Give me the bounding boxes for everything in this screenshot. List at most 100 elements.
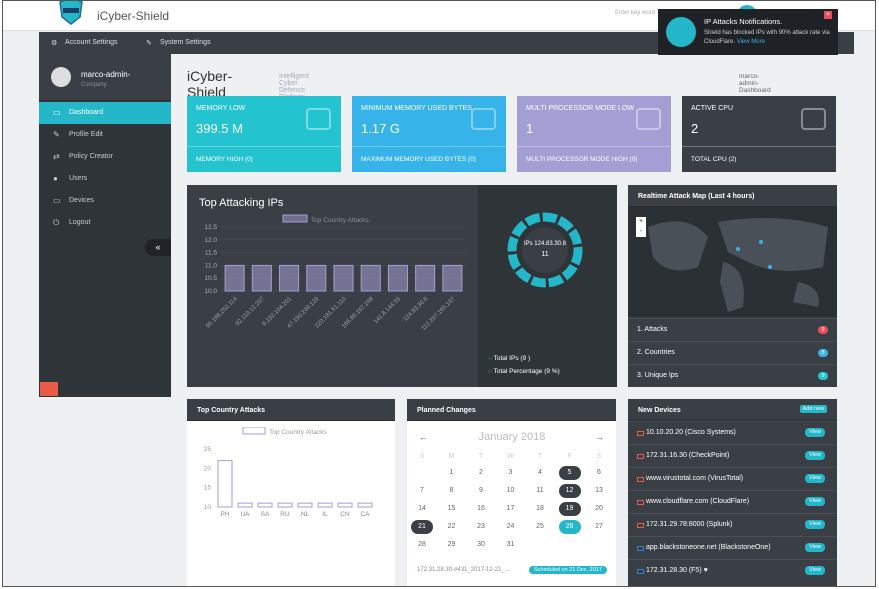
bar[interactable] bbox=[217, 460, 233, 508]
breadcrumb-page[interactable]: Dashboard bbox=[739, 87, 771, 94]
calendar-day[interactable]: 23 bbox=[477, 523, 485, 530]
calendar-day[interactable]: 9 bbox=[479, 487, 483, 494]
bar[interactable] bbox=[297, 502, 313, 508]
calendar-day[interactable]: 27 bbox=[595, 523, 603, 530]
calendar-day[interactable]: 13 bbox=[595, 487, 603, 494]
map-zoom-controls[interactable]: + - bbox=[636, 217, 646, 237]
view-device-button[interactable]: View bbox=[805, 428, 825, 437]
bar[interactable] bbox=[357, 502, 373, 508]
device-row[interactable]: 10.10.20.20 (Cisco Systems) View bbox=[628, 421, 837, 444]
view-device-button[interactable]: View bbox=[805, 520, 825, 529]
calendar-month: January 2018 bbox=[478, 431, 546, 443]
calendar-day[interactable]: 12 bbox=[558, 484, 581, 498]
calendar-day[interactable]: 6 bbox=[597, 469, 601, 476]
stat-card[interactable]: ACTIVE CPU 2 TOTAL CPU (2) bbox=[682, 96, 836, 172]
view-device-button[interactable]: View bbox=[805, 451, 825, 460]
calendar-day[interactable]: 30 bbox=[477, 541, 485, 548]
bar[interactable] bbox=[333, 264, 354, 292]
calendar-day[interactable]: 15 bbox=[447, 505, 456, 512]
breadcrumb-user[interactable]: marco-admin- bbox=[739, 73, 760, 87]
calendar-day[interactable]: 2 bbox=[479, 469, 483, 476]
calendar-day[interactable]: 25 bbox=[536, 523, 544, 530]
bar[interactable] bbox=[224, 264, 245, 292]
sidebar-item-devices[interactable]: ▭ Devices bbox=[39, 190, 171, 212]
map-stat-row[interactable]: 3. Unique Ips 9 bbox=[628, 364, 837, 387]
bar[interactable] bbox=[279, 264, 300, 292]
calendar-day[interactable]: 19 bbox=[558, 502, 581, 516]
calendar-day[interactable]: 3 bbox=[508, 469, 513, 476]
device-row[interactable]: 172.31.28.30 (F5) ♥ View bbox=[628, 559, 837, 582]
zoom-out-button[interactable]: - bbox=[639, 228, 643, 235]
world-map[interactable] bbox=[628, 207, 837, 317]
calendar-day[interactable]: 26 bbox=[558, 520, 581, 534]
brand-name[interactable]: iCyber-Shield bbox=[97, 9, 170, 23]
bar[interactable] bbox=[277, 502, 293, 508]
device-row[interactable]: www.virustotal.com (VirusTotal) View bbox=[628, 467, 837, 490]
calendar-day[interactable]: 5 bbox=[558, 466, 581, 480]
system-settings-link[interactable]: System Settings bbox=[160, 39, 211, 46]
calendar-day[interactable]: 22 bbox=[447, 523, 456, 530]
calendar-day[interactable]: 29 bbox=[447, 541, 456, 548]
monitor-icon bbox=[637, 569, 644, 574]
sidebar-item-logout[interactable]: ⏻ Logout bbox=[39, 212, 171, 234]
prev-month-button[interactable]: ← bbox=[419, 432, 428, 442]
planned-changes-panel: Planned Changes ← January 2018 → S M T W T F S… bbox=[407, 399, 616, 586]
calendar-day[interactable]: 18 bbox=[536, 505, 544, 512]
bar[interactable] bbox=[237, 502, 253, 508]
bar[interactable] bbox=[251, 264, 272, 292]
calendar-day[interactable]: 11 bbox=[536, 487, 544, 494]
map-stat-row[interactable]: 2. Countries 8 bbox=[628, 341, 837, 364]
search-input[interactable]: Enter key word bbox=[615, 10, 656, 16]
bar[interactable] bbox=[360, 264, 381, 292]
close-icon[interactable]: × bbox=[824, 11, 832, 19]
bar[interactable] bbox=[317, 502, 333, 508]
map-stat-row[interactable]: 1. Attacks 9 bbox=[628, 318, 837, 341]
view-more-link[interactable]: View More bbox=[736, 39, 765, 45]
account-settings-link[interactable]: Account Settings bbox=[65, 39, 118, 46]
sidebar-item-profile-edit[interactable]: ✎ Profile Edit bbox=[39, 124, 171, 146]
card-footer: TOTAL CPU (2) bbox=[682, 146, 836, 172]
calendar-day[interactable]: 7 bbox=[420, 487, 424, 494]
calendar-day[interactable]: 24 bbox=[506, 523, 515, 530]
bar[interactable] bbox=[257, 502, 273, 508]
calendar-day[interactable]: 10 bbox=[506, 487, 515, 494]
calendar-day[interactable]: 20 bbox=[595, 505, 603, 512]
calendar-day[interactable]: 28 bbox=[418, 541, 426, 548]
calendar-day[interactable]: 8 bbox=[449, 487, 454, 494]
calendar-day[interactable]: 16 bbox=[477, 505, 485, 512]
calendar-day[interactable]: 1 bbox=[449, 469, 454, 476]
bar[interactable] bbox=[306, 264, 327, 292]
bar[interactable] bbox=[442, 264, 463, 292]
view-device-button[interactable]: View bbox=[805, 543, 825, 552]
bar[interactable] bbox=[387, 264, 408, 292]
device-row[interactable]: 172.31.16.30 (CheckPoint) View bbox=[628, 444, 837, 467]
calendar-day[interactable]: 21 bbox=[411, 520, 433, 534]
calendar-day[interactable]: 4 bbox=[538, 469, 542, 476]
zoom-in-button[interactable]: + bbox=[638, 218, 644, 225]
device-row[interactable]: app.blackstoneone.net (BlackstoneOne) Vie… bbox=[628, 536, 837, 559]
collapse-sidebar-button[interactable]: « bbox=[145, 239, 171, 256]
device-row[interactable]: 172.31.29.78:8000 (Splunk) View bbox=[628, 513, 837, 536]
planned-change-text[interactable]: 172.31.28.30-#431_2017-12-21_... bbox=[417, 567, 510, 573]
add-device-button[interactable]: Add new bbox=[799, 405, 827, 413]
device-row[interactable]: www.cloudflare.com (CloudFlare) View bbox=[628, 490, 837, 513]
bar[interactable] bbox=[415, 264, 436, 292]
calendar-day[interactable]: 31 bbox=[506, 541, 515, 548]
avatar[interactable] bbox=[51, 67, 71, 87]
next-month-button[interactable]: → bbox=[595, 432, 604, 442]
stat-card[interactable]: MEMORY LOW 399.5 M MEMORY HIGH (0) bbox=[187, 96, 341, 172]
bar[interactable] bbox=[337, 502, 353, 508]
sidebar-item-policy-creator[interactable]: ⇄ Policy Creator bbox=[39, 146, 171, 168]
view-device-button[interactable]: View bbox=[805, 566, 825, 575]
calendar-day[interactable]: 14 bbox=[418, 505, 426, 512]
view-device-button[interactable]: View bbox=[805, 497, 825, 506]
view-device-button[interactable]: View bbox=[805, 474, 825, 483]
sidebar-item-users[interactable]: ● Users bbox=[39, 168, 171, 190]
stat-card[interactable]: MULTI PROCESSOR MODE LOW 1 MULTI PROCESSOR… bbox=[517, 96, 671, 172]
calendar-day[interactable]: 17 bbox=[506, 505, 515, 512]
stat-card[interactable]: MINIMUM MEMORY USED BYTES 1.17 G MAXIMUM M… bbox=[352, 96, 506, 172]
sidebar-item-dashboard[interactable]: ▭ Dashboard bbox=[39, 102, 171, 124]
y-tick-label: 12.0 bbox=[204, 237, 217, 244]
card-footer: MEMORY HIGH (0) bbox=[187, 146, 341, 172]
card-value: 1.17 G bbox=[361, 121, 401, 136]
